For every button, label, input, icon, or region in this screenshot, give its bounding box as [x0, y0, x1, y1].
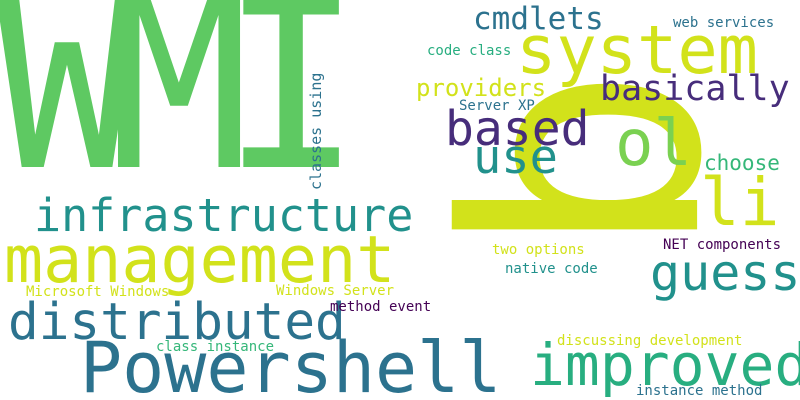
word-improved: improved	[530, 331, 800, 399]
word-instance-method: instance method	[636, 383, 763, 399]
word-cmdlets: cmdlets	[473, 1, 604, 37]
word-windows-server: Windows Server	[276, 283, 395, 299]
word-choose: choose	[704, 151, 780, 175]
word-server-xp: Server XP	[459, 98, 535, 114]
word-guess: guess	[650, 244, 800, 302]
word-net-components: NET components	[663, 237, 782, 253]
word-management: management	[4, 223, 396, 298]
word-microsoft-windows: Microsoft Windows	[26, 284, 170, 300]
word-li: li	[700, 164, 780, 241]
word-basically: basically	[600, 69, 790, 109]
word-two-options: two options	[492, 242, 585, 258]
word-based: based	[445, 101, 590, 157]
word-system: system	[516, 11, 759, 89]
word-providers: providers	[416, 74, 547, 102]
word-discussing-development: discussing development	[557, 333, 743, 349]
word-classes-using: classes using	[307, 72, 325, 190]
word-ol: ol	[615, 107, 693, 181]
word-method-event: method event	[330, 299, 432, 315]
word-class-instance: class instance	[156, 339, 275, 355]
word-powershell: Powershell	[80, 327, 502, 400]
word-infrastructure: infrastructure	[34, 189, 414, 242]
word-wmi: WMI	[0, 0, 362, 223]
word-native-code: native code	[505, 261, 598, 277]
word-code-class: code class	[427, 43, 512, 59]
word-distributed: distributed	[8, 293, 346, 352]
word-web-services: web services	[673, 15, 775, 31]
word-use: use	[473, 130, 558, 185]
